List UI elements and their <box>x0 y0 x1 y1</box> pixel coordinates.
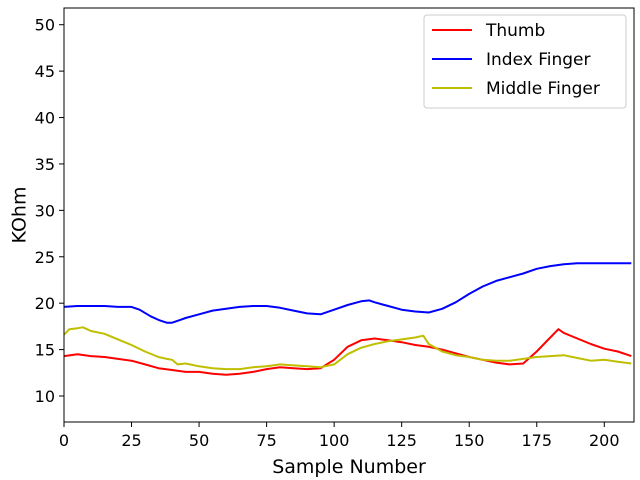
y-axis-label: KOhm <box>9 187 31 244</box>
x-tick-label: 50 <box>189 431 209 450</box>
axes-layer: 0 25 50 75 100 125 150 175 200 10 15 20 25 30 35 40 45 50 <box>35 7 635 450</box>
y-tick-label: 25 <box>35 248 55 267</box>
x-tick-label: 0 <box>59 431 69 450</box>
y-tick-label: 20 <box>35 294 55 313</box>
x-tick-label: 200 <box>589 431 620 450</box>
y-tick-label: 40 <box>35 109 55 128</box>
x-tick-label: 175 <box>521 431 552 450</box>
legend-label-1: Index Finger <box>486 50 590 70</box>
plot-frame <box>63 7 635 423</box>
x-axis-label: Sample Number <box>272 456 426 478</box>
series-line-1 <box>63 262 632 324</box>
x-tick-label: 125 <box>386 431 417 450</box>
y-tick-label: 50 <box>35 16 55 35</box>
legend-label-2: Middle Finger <box>486 79 600 99</box>
y-tick-label: 10 <box>35 387 55 406</box>
y-tick-label: 35 <box>35 155 55 174</box>
x-tick-label: 100 <box>319 431 350 450</box>
series-line-2 <box>63 326 632 371</box>
legend-box <box>423 14 627 109</box>
x-tick-label: 25 <box>121 431 141 450</box>
series-line-0 <box>63 328 632 376</box>
series-layer <box>63 262 632 376</box>
legend-label-0: Thumb <box>485 21 545 41</box>
x-tick-label: 75 <box>256 431 276 450</box>
y-tick-label: 15 <box>35 341 55 360</box>
y-tick-label: 45 <box>35 62 55 81</box>
y-tick-label: 30 <box>35 201 55 220</box>
x-tick-label: 150 <box>454 431 485 450</box>
legend: Thumb Index Finger Middle Finger <box>423 14 627 109</box>
